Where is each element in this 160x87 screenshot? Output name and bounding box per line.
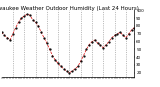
Text: Milwaukee Weather Outdoor Humidity (Last 24 Hours): Milwaukee Weather Outdoor Humidity (Last…: [0, 6, 138, 11]
